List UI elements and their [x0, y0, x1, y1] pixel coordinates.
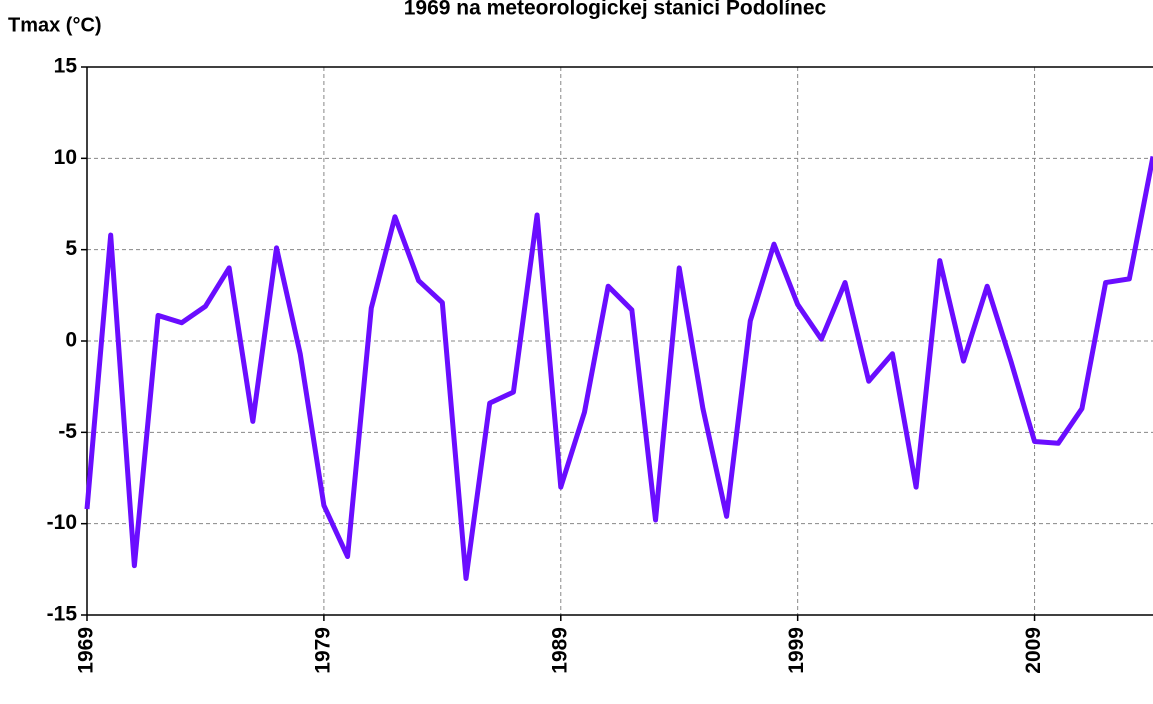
- x-tick-label: 1979: [311, 627, 334, 674]
- x-tick-label: 1969: [75, 627, 98, 674]
- y-tick-label: -15: [47, 603, 78, 626]
- y-axis-label: Tmax (°C): [8, 14, 102, 36]
- x-tick-label: 1999: [785, 627, 808, 674]
- y-tick-label: 0: [65, 329, 77, 352]
- y-tick-label: 10: [54, 146, 77, 169]
- y-tick-label: 15: [54, 55, 78, 78]
- data-line: [84, 156, 1153, 581]
- x-tick-label: 2009: [1022, 627, 1045, 674]
- y-tick-label: -5: [58, 420, 77, 443]
- y-tick-label: -10: [47, 511, 77, 534]
- y-tick-label: 5: [65, 237, 77, 260]
- x-tick-label: 1989: [548, 627, 571, 674]
- chart-title: 1969 na meteorologickej stanici Podolíne…: [404, 0, 827, 20]
